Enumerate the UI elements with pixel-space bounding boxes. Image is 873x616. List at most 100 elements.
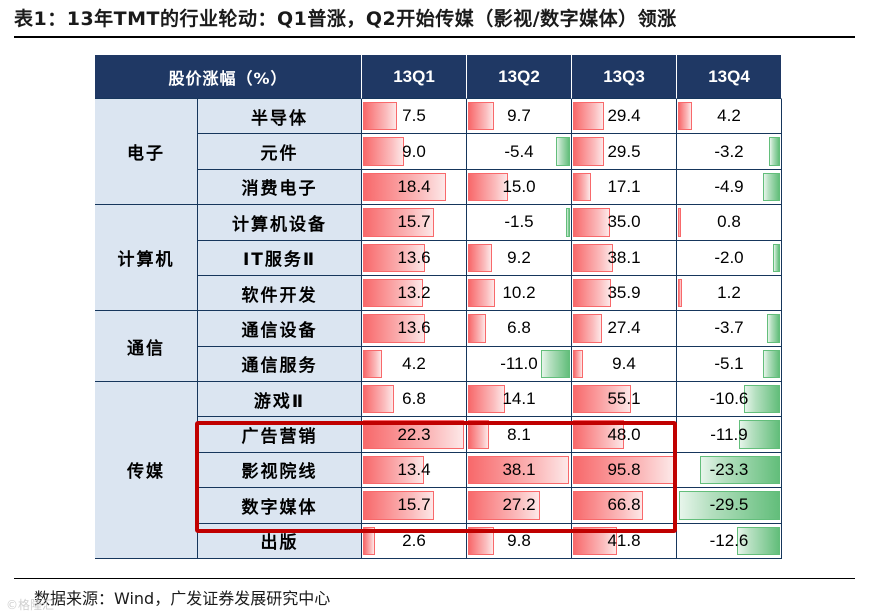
positive-data-bar (363, 455, 424, 485)
positive-data-bar (363, 278, 423, 308)
positive-data-bar (363, 172, 447, 202)
value-text: 14.1 (502, 389, 536, 409)
source-note: 数据来源：Wind，广发证券发展研究中心 (34, 589, 331, 608)
sector-label: 出版 (198, 523, 362, 559)
value-cell: 15.0 (467, 169, 572, 206)
positive-data-bar (363, 314, 425, 343)
positive-data-bar (363, 526, 375, 555)
value-cell: -1.5 (467, 205, 572, 241)
table-title: 表1：13年TMT的行业轮动：Q1普涨，Q2开始传媒（影视/数字媒体）领涨 (14, 8, 677, 30)
value-cell: 48.0 (572, 417, 677, 453)
value-cell: 13.6 (362, 240, 467, 276)
value-text: 0.8 (717, 212, 741, 232)
value-text: 6.8 (402, 389, 426, 409)
positive-data-bar (363, 349, 383, 378)
value-text: -5.4 (504, 141, 534, 161)
value-text: -1.5 (504, 212, 534, 232)
positive-data-bar (573, 278, 611, 308)
negative-data-bar (743, 385, 780, 414)
positive-data-bar (573, 314, 602, 343)
positive-data-bar (363, 102, 397, 131)
value-text: -11.0 (500, 353, 538, 373)
positive-data-bar (573, 172, 592, 202)
value-cell: 8.1 (467, 417, 572, 453)
value-cell: -3.2 (677, 134, 782, 170)
title-divider (14, 36, 855, 38)
value-text: 66.8 (607, 495, 641, 515)
positive-data-bar (468, 420, 490, 449)
positive-data-bar (678, 102, 693, 131)
positive-data-bar (573, 420, 624, 449)
header-quarter: 13Q4 (677, 55, 782, 99)
positive-data-bar (678, 208, 681, 237)
positive-data-bar (468, 278, 496, 308)
value-cell: -11.0 (467, 346, 572, 382)
footer-divider (14, 578, 855, 579)
value-text: 13.6 (397, 247, 431, 267)
value-cell: 15.7 (362, 205, 467, 241)
positive-data-bar (468, 314, 487, 343)
value-text: 27.2 (502, 495, 536, 515)
value-cell: 38.1 (572, 240, 677, 276)
value-text: -11.9 (710, 424, 748, 444)
value-cell: 4.2 (362, 346, 467, 382)
value-text: 17.1 (607, 176, 641, 196)
positive-data-bar (363, 243, 425, 272)
positive-data-bar (363, 491, 435, 520)
value-text: 13.2 (397, 283, 431, 303)
value-text: 48.0 (607, 424, 641, 444)
positive-data-bar (468, 526, 494, 555)
value-text: -12.6 (709, 530, 749, 550)
value-cell: 27.2 (467, 488, 572, 524)
value-cell: 14.1 (467, 382, 572, 418)
value-cell: 35.0 (572, 205, 677, 241)
value-cell: 22.3 (362, 417, 467, 453)
value-text: 2.6 (402, 530, 426, 550)
positive-data-bar (573, 455, 674, 485)
value-cell: 9.8 (467, 523, 572, 559)
positive-data-bar (363, 137, 404, 166)
value-text: 22.3 (397, 424, 431, 444)
value-text: 1.2 (717, 283, 741, 303)
value-text: 4.2 (717, 106, 741, 126)
sector-label: 游戏Ⅱ (198, 382, 362, 418)
value-cell: 4.2 (677, 99, 782, 135)
value-cell: -5.1 (677, 346, 782, 382)
value-cell: 1.2 (677, 275, 782, 312)
value-cell: -12.6 (677, 523, 782, 559)
value-cell: 29.4 (572, 99, 677, 135)
value-cell: 17.1 (572, 169, 677, 206)
value-cell: 13.6 (362, 311, 467, 347)
sector-label: 半导体 (198, 99, 362, 135)
value-cell: 66.8 (572, 488, 677, 524)
value-cell: 18.4 (362, 169, 467, 206)
value-text: -3.2 (714, 141, 744, 161)
value-cell: 7.5 (362, 99, 467, 135)
value-cell: -29.5 (677, 488, 782, 524)
value-cell: -2.0 (677, 240, 782, 276)
value-text: -29.5 (709, 495, 749, 515)
value-text: 15.0 (502, 176, 536, 196)
value-cell: -3.7 (677, 311, 782, 347)
positive-data-bar (363, 420, 464, 449)
value-cell: 38.1 (467, 452, 572, 489)
header-quarter: 13Q1 (362, 55, 467, 99)
positive-data-bar (573, 243, 614, 272)
value-cell: -10.6 (677, 382, 782, 418)
sector-label: 消费电子 (198, 169, 362, 206)
positive-data-bar (573, 137, 605, 166)
positive-data-bar (573, 491, 644, 520)
group-label: 传媒 (95, 382, 198, 559)
negative-data-bar (566, 208, 570, 237)
value-text: 27.4 (607, 318, 641, 338)
positive-data-bar (678, 278, 683, 308)
value-text: 41.8 (607, 530, 641, 550)
value-text: 8.1 (507, 424, 531, 444)
value-text: 9.8 (507, 530, 531, 550)
header-quarter: 13Q3 (572, 55, 677, 99)
value-cell: 0.8 (677, 205, 782, 241)
value-text: 7.5 (402, 106, 426, 126)
sector-label: 影视院线 (198, 452, 362, 489)
positive-data-bar (363, 385, 394, 414)
negative-data-bar (739, 420, 780, 449)
